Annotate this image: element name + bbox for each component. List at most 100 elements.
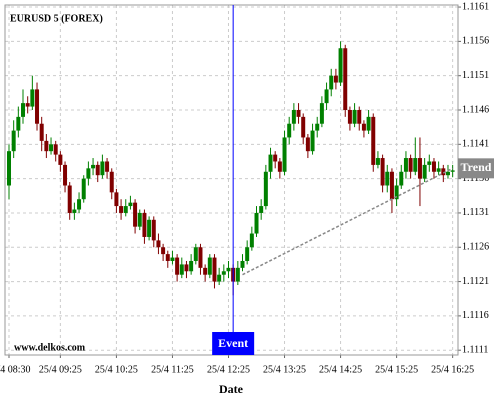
- candle-body: [235, 267, 240, 282]
- candle-body: [21, 103, 26, 117]
- candle-body: [221, 271, 226, 275]
- x-tick-label: 25/4 09:25: [39, 364, 82, 375]
- candle-body: [277, 161, 282, 172]
- candle-body: [305, 137, 310, 152]
- candle-body: [338, 48, 343, 83]
- candle-body: [301, 116, 306, 138]
- candle-body: [287, 123, 292, 138]
- candle-body: [165, 254, 170, 261]
- candle-body: [417, 158, 422, 179]
- trend-badge: [458, 158, 494, 179]
- candle-body: [249, 233, 254, 248]
- candle-body: [207, 257, 212, 275]
- candle-body: [422, 164, 427, 179]
- candle-body: [30, 89, 35, 107]
- candle-body: [445, 171, 450, 176]
- x-tick-label: 25/4 14:25: [319, 364, 362, 375]
- candle-body: [58, 154, 63, 165]
- candle-body: [375, 158, 380, 165]
- x-tick-label: 25/4 11:25: [151, 364, 194, 375]
- candle-body: [217, 274, 222, 282]
- candle-body: [137, 212, 142, 227]
- trend-line: [242, 167, 453, 276]
- candle-body: [371, 116, 376, 165]
- candle-body: [109, 171, 114, 193]
- y-tick-label: 1.1136: [462, 173, 489, 184]
- candle-body: [95, 164, 100, 176]
- candle-body: [413, 158, 418, 172]
- candle-body: [380, 158, 385, 186]
- candle-body: [53, 144, 58, 155]
- candle-body: [105, 161, 110, 172]
- y-tick-label: 1.1121: [462, 276, 489, 287]
- candle-body: [81, 178, 86, 200]
- candle-body: [268, 154, 273, 172]
- candle-body: [240, 260, 245, 268]
- x-tick-label: 25/4 10:25: [95, 364, 138, 375]
- candle-body: [450, 170, 455, 172]
- candle-body: [114, 192, 119, 207]
- candle-body: [170, 257, 175, 261]
- candle-body: [310, 130, 315, 152]
- x-tick-label: 25/4 15:25: [375, 364, 418, 375]
- candle-body: [408, 158, 413, 172]
- candle-body: [25, 103, 30, 107]
- y-tick-label: 1.1161: [462, 1, 489, 12]
- candle-body: [431, 161, 436, 172]
- candle-body: [123, 206, 128, 213]
- y-tick-label: 1.1111: [462, 344, 488, 355]
- candle-body: [63, 164, 68, 186]
- candle-body: [352, 110, 357, 124]
- x-axis-title: Date: [219, 382, 244, 396]
- x-tick-label: 25/4 13:25: [263, 364, 306, 375]
- chart-title: EURUSD 5 (FOREX): [10, 13, 103, 24]
- candle-body: [394, 185, 399, 200]
- event-label: Event: [218, 336, 248, 350]
- candle-body: [324, 89, 329, 104]
- candle-body: [333, 75, 338, 83]
- trend-label: Trend: [461, 160, 492, 174]
- y-tick-label: 1.1156: [462, 36, 489, 47]
- candle-body: [291, 110, 296, 124]
- candle-body: [296, 110, 301, 117]
- candle-body: [77, 199, 82, 210]
- candle-body: [49, 144, 54, 152]
- candle-body: [91, 164, 96, 169]
- y-tick-label: 1.1146: [462, 104, 489, 115]
- candle-body: [366, 116, 371, 131]
- candle-body: [86, 168, 91, 179]
- candle-body: [315, 123, 320, 131]
- candle-body: [329, 75, 334, 90]
- candle-body: [179, 264, 184, 275]
- event-badge: [212, 332, 255, 355]
- candle-body: [203, 267, 208, 275]
- candle-body: [357, 110, 362, 124]
- candle-body: [385, 171, 390, 186]
- candle-body: [427, 161, 432, 165]
- candle-body: [273, 154, 278, 162]
- candle-body: [259, 206, 264, 213]
- candle-body: [347, 110, 352, 124]
- candle-body: [436, 168, 441, 172]
- candle-body: [184, 264, 189, 272]
- candle-body: [128, 202, 133, 207]
- candle-body: [44, 140, 49, 152]
- candle-body: [156, 240, 161, 248]
- candle-body: [245, 247, 250, 261]
- candles: [7, 5, 455, 355]
- x-tick-label: 25/4 08:30: [0, 364, 31, 375]
- candle-body: [72, 209, 77, 213]
- x-tick-label: 25/4 16:25: [431, 364, 474, 375]
- y-tick-label: 1.1126: [462, 242, 489, 253]
- candle-body: [389, 171, 394, 200]
- labels: 1.1161 1.1156 1.1151 1.1146 1.1141 1.1136 1.11…: [0, 1, 494, 375]
- candle-body: [226, 267, 231, 272]
- candle-body: [16, 116, 21, 131]
- candle-body: [343, 48, 348, 110]
- candle-body: [67, 185, 72, 213]
- candle-body: [175, 257, 180, 275]
- candle-body: [147, 219, 152, 237]
- candle-body: [133, 202, 138, 227]
- candle-body: [119, 206, 124, 213]
- y-tick-label: 1.1116: [462, 310, 489, 321]
